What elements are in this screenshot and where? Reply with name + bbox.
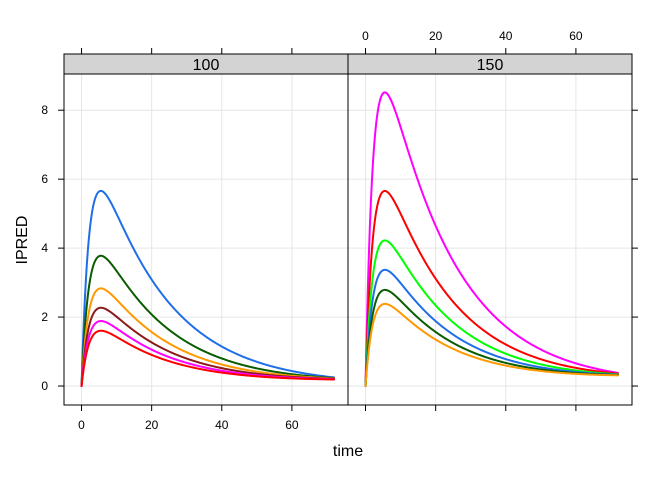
line-series-100-subject-red <box>80 329 335 388</box>
x-tick-label-bottom: 40 <box>215 418 229 432</box>
gridlines-150 <box>348 74 632 405</box>
x-tick-label-top: 60 <box>569 29 583 43</box>
series-lines-100 <box>80 189 335 388</box>
panel-150: 150 <box>347 53 633 406</box>
line-series-150-subject-red <box>364 189 619 388</box>
series-lines-150 <box>364 91 619 388</box>
x-tick-label-top: 0 <box>362 29 369 43</box>
y-axis-title: IPRED <box>14 216 31 265</box>
line-series-100-subject-darkgreen <box>80 254 335 388</box>
y-tick-label: 8 <box>41 103 48 117</box>
x-tick-label-top: 40 <box>499 29 513 43</box>
line-series-100-subject-blue <box>80 189 335 388</box>
y-tick-label: 6 <box>41 172 48 186</box>
gridlines-100 <box>64 74 348 405</box>
x-axis-title: time <box>333 443 363 460</box>
line-series-100-subject-orange <box>80 287 335 388</box>
panel-100: 100 <box>63 53 349 406</box>
x-tick-label-bottom: 60 <box>285 418 299 432</box>
panel-frame-150 <box>347 73 633 406</box>
line-series-150-subject-magenta <box>364 91 619 388</box>
x-tick-label-bottom: 0 <box>78 418 85 432</box>
strip-label-150: 150 <box>477 57 504 74</box>
line-series-150-subject-blue <box>364 268 619 388</box>
y-tick-label: 0 <box>41 379 48 393</box>
strip-label-100: 100 <box>193 57 220 74</box>
panel-frame-100 <box>63 73 349 406</box>
y-tick-label: 2 <box>41 310 48 324</box>
x-tick-label-bottom: 20 <box>145 418 159 432</box>
line-series-150-subject-green <box>364 239 619 388</box>
line-series-150-subject-orange <box>364 302 619 388</box>
y-tick-label: 4 <box>41 241 48 255</box>
axes: 0 20 40 60 0 20 40 60 0 2 4 6 8 <box>41 29 638 432</box>
x-tick-label-top: 20 <box>429 29 443 43</box>
